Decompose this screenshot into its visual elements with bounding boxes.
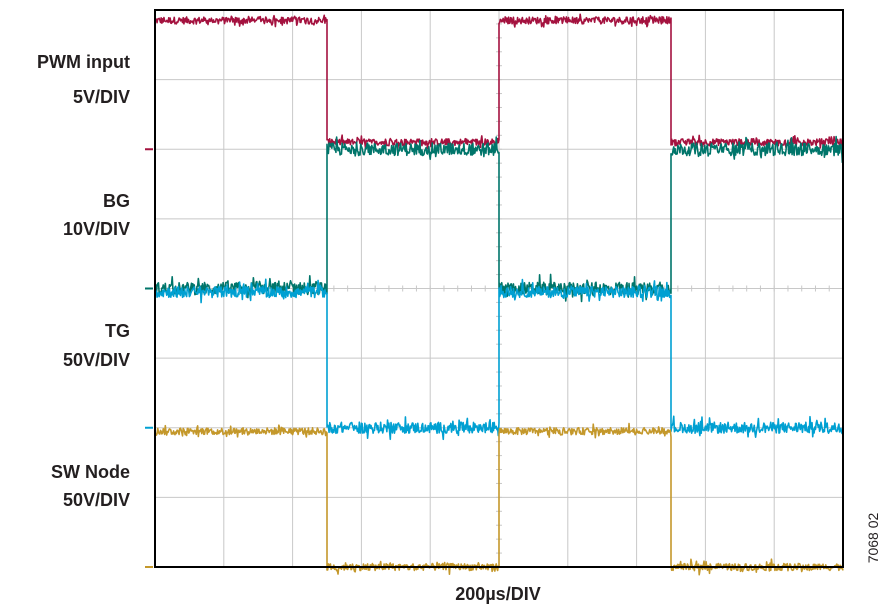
sw-node-scale: 50V/DIV <box>63 490 130 510</box>
bg-name: BG <box>103 191 130 211</box>
tg-name: TG <box>105 321 130 341</box>
tg-scale: 50V/DIV <box>63 350 130 370</box>
pwm-input-name: PWM input <box>37 52 130 72</box>
bg-scale: 10V/DIV <box>63 219 130 239</box>
plot-frame <box>154 9 844 568</box>
pwm-input-scale: 5V/DIV <box>73 87 130 107</box>
ground-markers <box>145 148 153 568</box>
trace-pwm-input <box>154 13 844 150</box>
traces <box>154 13 844 576</box>
figure-id: 7068 02 <box>865 512 881 563</box>
time-base-label: 200µs/DIV <box>455 584 540 604</box>
trace-bg <box>154 135 844 303</box>
trace-sw-node <box>154 422 844 576</box>
sw-node-name: SW Node <box>51 462 130 482</box>
trace-tg <box>154 278 844 441</box>
